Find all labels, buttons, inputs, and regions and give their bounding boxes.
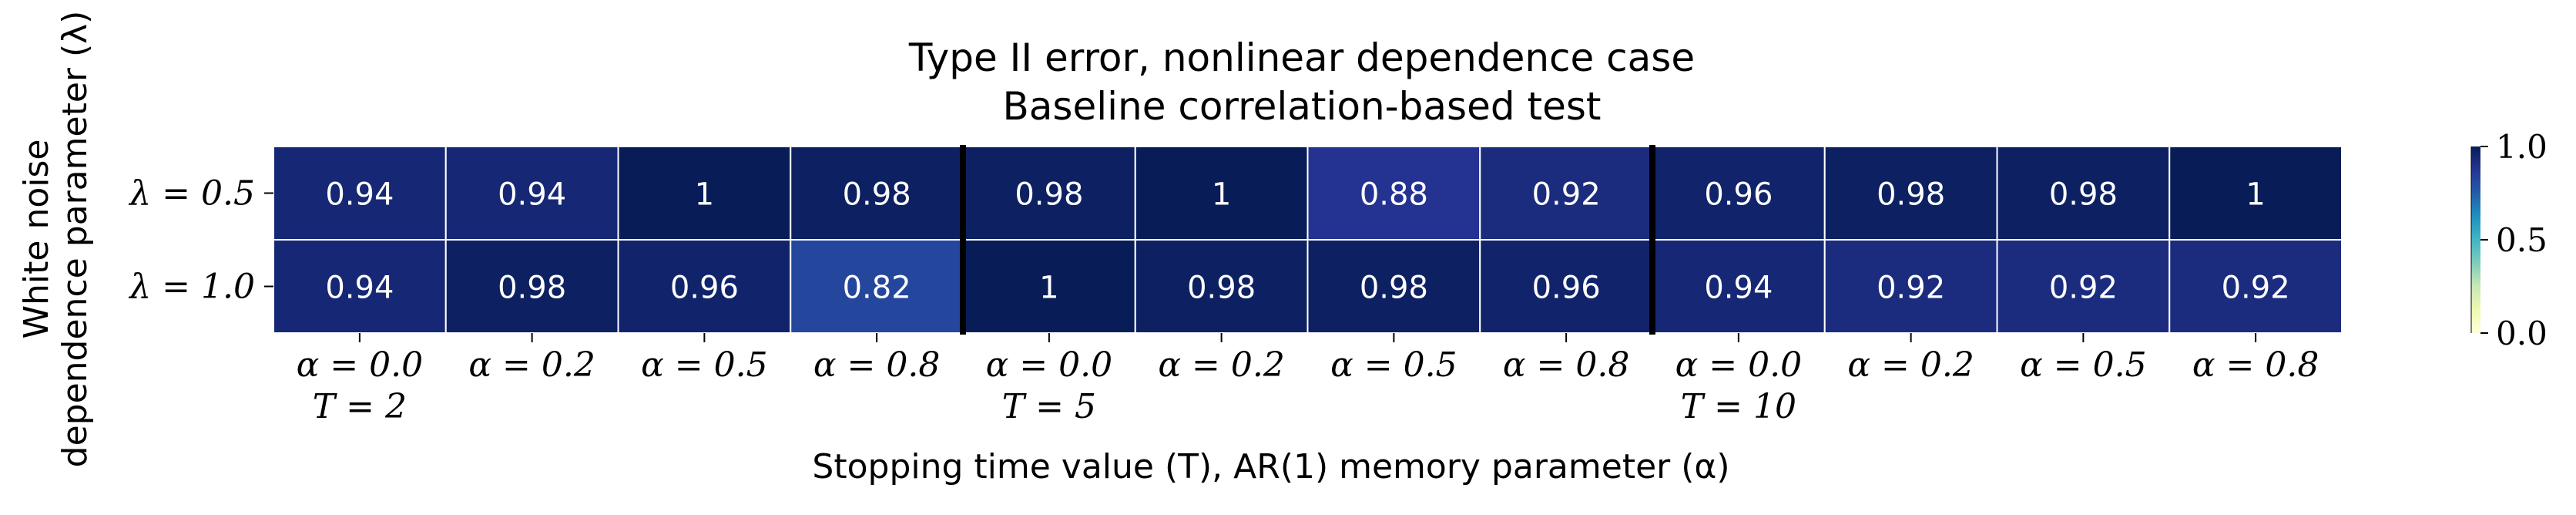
x-tick-label: α = 0.2 [468,345,595,385]
x-tick-label: α = 0.8 [1503,345,1630,385]
x-tick-labels: α = 0.0 α = 0.2 α = 0.5 α = 0.8 α = 0.0 α = 0… [297,333,2319,426]
heatmap-cell [617,146,792,241]
x-tick-label: α = 0.0 [1675,345,1803,385]
cell-value-labels: 0.94 0.94 1 0.98 0.98 1 0.88 0.92 0.96 0.98 0.98 1 0… [325,177,2289,306]
heatmap-cell [273,146,447,241]
x-tick-label: α = 0.8 [2192,345,2319,385]
chart-subtitle: Baseline correlation-based test [1002,84,1601,129]
cell-value-label: 0.98 [1187,271,1256,306]
cell-value-label: 0.94 [498,177,566,213]
heatmap-cells [273,146,2343,334]
x-tick-label: α = 0.8 [813,345,941,385]
cell-value-label: 1 [1039,271,1058,306]
cell-value-label: 0.92 [2222,271,2290,306]
heatmap-cell [2168,146,2343,241]
colorbar-tick-label: 0.0 [2496,315,2547,352]
cell-value-label: 0.98 [1877,177,1945,213]
x-tick-label: α = 0.0 [297,345,424,385]
heatmap-cell [1823,239,1998,334]
x-axis-label: Stopping time value (T), AR(1) memory pa… [812,447,1729,486]
heatmap-cell [790,239,964,334]
heatmap-cell [1823,146,1998,241]
colorbar: 0.0 0.5 1.0 [2470,128,2547,352]
x-group-label: T = 2 [313,387,407,426]
heatmap-cell [1479,146,1653,241]
heatmap-cell [790,146,964,241]
y-tick-labels: λ = 0.5 λ = 1.0 [128,174,273,307]
heatmap-cell [444,146,619,241]
cell-value-label: 0.94 [325,271,394,306]
heatmap-cell [1306,239,1481,334]
colorbar-tick-label: 1.0 [2496,128,2547,166]
y-axis-label-line-2: dependence parameter (λ) [55,11,95,468]
cell-value-label: 0.92 [2049,271,2118,306]
y-axis-label: White noise dependence parameter (λ) [17,11,95,468]
heatmap-cell [1134,239,1309,334]
x-group-label: T = 5 [1002,387,1096,426]
cell-value-label: 0.98 [1360,271,1428,306]
cell-value-label: 0.96 [1704,177,1773,213]
cell-value-label: 0.98 [843,177,911,213]
y-tick-label: λ = 0.5 [128,174,255,214]
colorbar-gradient [2471,146,2480,333]
cell-value-label: 0.92 [1532,177,1601,213]
heatmap-cell [962,146,1136,241]
group-separators [960,145,1655,335]
cell-value-label: 0.88 [1360,177,1428,213]
cell-value-label: 0.96 [670,271,739,306]
cell-value-label: 0.96 [1532,271,1601,306]
heatmap-cell [273,239,447,334]
chart-title: Type II error, nonlinear dependence case [908,35,1695,80]
heatmap-cell [1996,239,2171,334]
y-tick-label: λ = 1.0 [128,268,255,307]
colorbar-tick-label: 0.5 [2496,221,2547,259]
heatmap-cell [2168,239,2343,334]
x-group-label: T = 10 [1681,387,1796,426]
y-axis-label-line-1: White noise [17,140,56,339]
x-tick-label: α = 0.0 [986,345,1113,385]
heatmap-cell [444,239,619,334]
cell-value-label: 1 [1212,177,1231,213]
cell-value-label: 1 [2246,177,2265,213]
cell-value-label: 0.94 [1704,271,1773,306]
x-tick-label: α = 0.2 [1847,345,1974,385]
x-tick-label: α = 0.5 [641,345,768,385]
x-tick-label: α = 0.5 [2020,345,2147,385]
heatmap-cell [1134,146,1309,241]
x-tick-label: α = 0.5 [1330,345,1457,385]
cell-value-label: 0.82 [843,271,911,306]
cell-value-label: 0.98 [2049,177,2118,213]
cell-value-label: 0.98 [498,271,566,306]
cell-value-label: 0.94 [325,177,394,213]
cell-value-label: 0.92 [1877,271,1945,306]
heatmap-cell [1479,239,1653,334]
cell-value-label: 0.98 [1015,177,1083,213]
cell-value-label: 1 [695,177,714,213]
x-tick-label: α = 0.2 [1158,345,1285,385]
heatmap-cell [1652,239,1826,334]
